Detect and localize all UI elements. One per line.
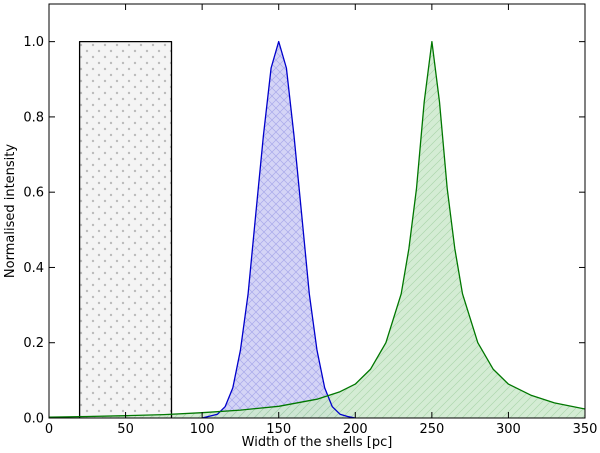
y-tick-label: 0.8 xyxy=(23,110,44,125)
series-area-gaussian xyxy=(202,41,356,418)
x-axis-label: Width of the shells [pc] xyxy=(242,435,393,450)
y-tick-label: 0.4 xyxy=(23,261,44,276)
x-tick-label: 150 xyxy=(266,422,291,437)
plot-frame xyxy=(48,3,586,419)
x-tick-label: 50 xyxy=(117,422,134,437)
x-tick-label: 200 xyxy=(343,422,368,437)
x-tick-label: 100 xyxy=(190,422,215,437)
series-area-top-hat xyxy=(79,41,172,418)
x-tick-label: 300 xyxy=(496,422,521,437)
y-axis-label: Normalised intensity xyxy=(3,144,18,278)
series-line-lorentzian xyxy=(49,40,585,418)
y-tick-label: 0.6 xyxy=(23,186,44,201)
x-tick-label: 0 xyxy=(45,422,53,437)
x-tick-label: 350 xyxy=(573,422,598,437)
y-tick-label: 0.2 xyxy=(23,336,44,351)
y-tick-label: 1.0 xyxy=(23,35,44,50)
x-tick-label: 250 xyxy=(419,422,444,437)
y-tick-label: 0.0 xyxy=(23,412,44,427)
series-line-gaussian xyxy=(201,40,356,418)
series-line-top-hat xyxy=(78,40,173,418)
series-area-lorentzian xyxy=(49,41,585,418)
